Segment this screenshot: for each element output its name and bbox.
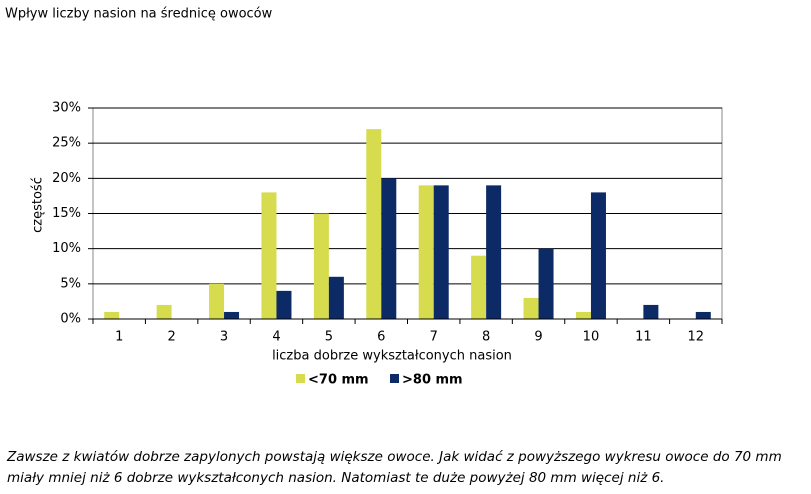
x-tick-label: 12 xyxy=(688,330,705,345)
bar xyxy=(209,283,225,319)
legend-label: <70 mm xyxy=(308,373,369,388)
legend-swatch xyxy=(390,374,399,383)
x-tick-label: 8 xyxy=(482,330,490,345)
bar xyxy=(313,213,329,319)
y-tick-label: 20% xyxy=(52,171,81,186)
bar xyxy=(433,185,449,319)
bar xyxy=(695,311,711,319)
bar xyxy=(276,290,292,319)
bar xyxy=(538,248,554,319)
y-tick-label: 30% xyxy=(52,101,81,116)
x-tick-label: 4 xyxy=(272,330,280,345)
x-tick-label: 1 xyxy=(115,330,123,345)
x-tick-label: 6 xyxy=(377,330,385,345)
caption-line: miały mniej niż 6 dobrze wykształconych … xyxy=(7,470,664,486)
bar xyxy=(590,192,606,319)
bar xyxy=(328,276,344,319)
bar xyxy=(471,255,487,319)
y-tick-label: 10% xyxy=(52,241,81,256)
bar xyxy=(575,311,591,319)
bar xyxy=(224,311,240,319)
bar xyxy=(156,304,172,319)
x-axis-label: liczba dobrze wykształconych nasion xyxy=(272,349,512,364)
x-tick-label: 10 xyxy=(583,330,600,345)
x-tick-label: 5 xyxy=(325,330,333,345)
y-tick-label: 0% xyxy=(60,312,81,327)
chart-title: Wpływ liczby nasion na średnicę owoców xyxy=(5,7,273,22)
x-tick-label: 9 xyxy=(534,330,542,345)
x-tick-label: 11 xyxy=(635,330,652,345)
bar xyxy=(486,185,502,319)
bar xyxy=(366,129,382,319)
x-tick-label: 3 xyxy=(220,330,228,345)
legend-label: >80 mm xyxy=(402,373,463,388)
bar xyxy=(104,311,120,319)
y-tick-label: 25% xyxy=(52,136,81,151)
bar xyxy=(418,185,434,319)
bar xyxy=(381,178,397,319)
x-tick-label: 7 xyxy=(430,330,438,345)
bar xyxy=(643,304,659,319)
bar xyxy=(261,192,277,319)
y-tick-label: 15% xyxy=(52,206,81,221)
y-axis-label: częstość xyxy=(31,177,46,233)
bar xyxy=(523,297,539,319)
legend-swatch xyxy=(296,374,305,383)
x-tick-label: 2 xyxy=(167,330,175,345)
y-tick-label: 5% xyxy=(60,276,81,291)
caption-line: Zawsze z kwiatów dobrze zapylonych powst… xyxy=(6,449,782,465)
